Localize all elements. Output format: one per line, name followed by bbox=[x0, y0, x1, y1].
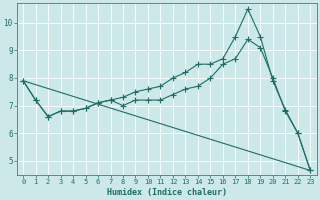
X-axis label: Humidex (Indice chaleur): Humidex (Indice chaleur) bbox=[107, 188, 227, 197]
